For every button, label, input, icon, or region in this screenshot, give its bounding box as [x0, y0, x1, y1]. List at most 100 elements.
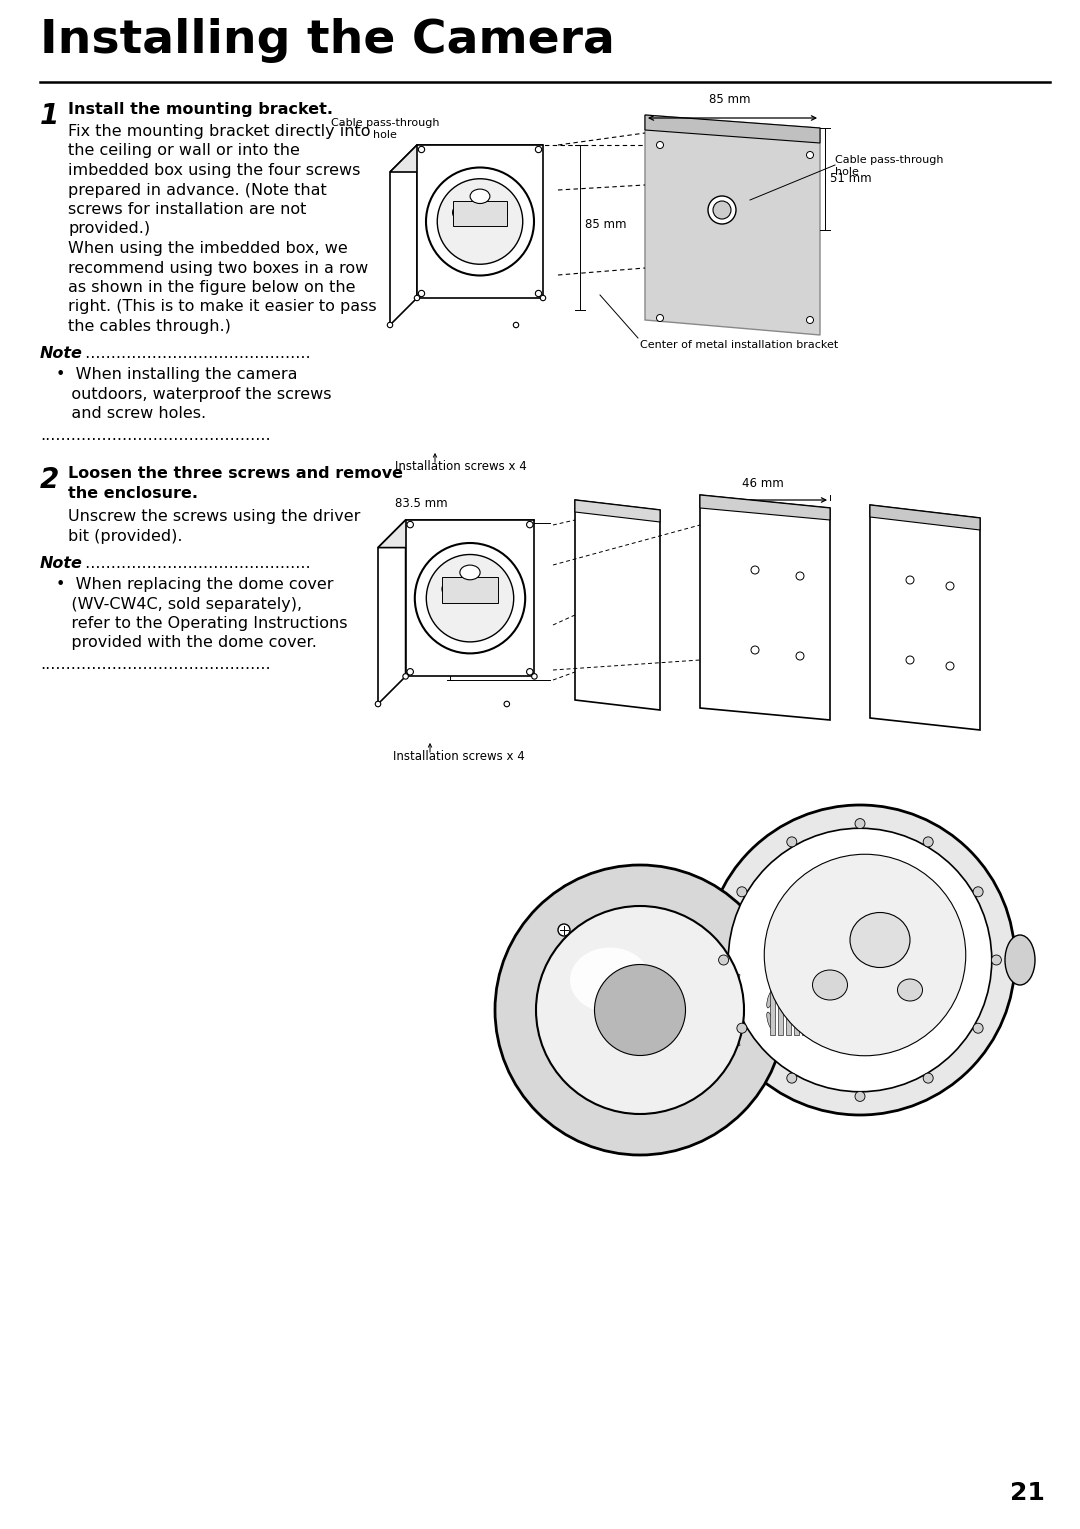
Ellipse shape: [855, 818, 865, 829]
Ellipse shape: [536, 147, 542, 153]
Ellipse shape: [504, 702, 510, 706]
Text: Fix the mounting bracket directly into: Fix the mounting bracket directly into: [68, 124, 370, 139]
Text: 85 mm: 85 mm: [710, 93, 751, 106]
Ellipse shape: [661, 1046, 679, 1052]
Ellipse shape: [973, 887, 983, 898]
Ellipse shape: [375, 702, 381, 706]
Text: Installing the Camera: Installing the Camera: [40, 18, 615, 63]
Ellipse shape: [427, 555, 514, 642]
Ellipse shape: [708, 196, 735, 225]
Text: provided.): provided.): [68, 222, 150, 237]
Polygon shape: [378, 520, 535, 547]
Ellipse shape: [737, 1023, 747, 1034]
Ellipse shape: [418, 147, 424, 153]
Text: right. (This is to make it easier to pass: right. (This is to make it easier to pas…: [68, 300, 377, 315]
Text: provided with the dome cover.: provided with the dome cover.: [56, 636, 316, 650]
Ellipse shape: [728, 829, 991, 1092]
Text: bit (provided).: bit (provided).: [68, 529, 183, 543]
Polygon shape: [700, 495, 831, 720]
Polygon shape: [870, 505, 980, 531]
Ellipse shape: [558, 924, 570, 936]
Bar: [818, 950, 823, 1035]
Polygon shape: [645, 115, 820, 144]
Bar: [826, 950, 831, 1035]
Ellipse shape: [657, 142, 663, 148]
Ellipse shape: [475, 579, 498, 598]
Ellipse shape: [807, 317, 813, 324]
Text: recommend using two boxes in a row: recommend using two boxes in a row: [68, 260, 368, 275]
Ellipse shape: [796, 572, 804, 579]
Ellipse shape: [527, 668, 534, 674]
Ellipse shape: [536, 291, 542, 297]
Text: outdoors, waterproof the screws: outdoors, waterproof the screws: [56, 387, 332, 402]
Bar: [834, 950, 839, 1035]
Bar: [810, 950, 815, 1035]
Ellipse shape: [855, 1092, 865, 1101]
Polygon shape: [645, 115, 820, 335]
Text: 21: 21: [1010, 1482, 1045, 1505]
Polygon shape: [870, 505, 980, 729]
Text: prepared in advance. (Note that: prepared in advance. (Note that: [68, 182, 327, 197]
Text: 85 mm: 85 mm: [585, 219, 626, 231]
Ellipse shape: [426, 168, 534, 275]
Text: (WV-CW4C, sold separately),: (WV-CW4C, sold separately),: [56, 596, 302, 612]
Ellipse shape: [796, 651, 804, 661]
Ellipse shape: [388, 323, 393, 327]
Ellipse shape: [991, 956, 1001, 965]
Polygon shape: [575, 500, 660, 521]
Text: Install the mounting bracket.: Install the mounting bracket.: [68, 102, 333, 118]
Ellipse shape: [590, 968, 607, 976]
Ellipse shape: [767, 991, 773, 1008]
Ellipse shape: [661, 968, 679, 974]
Text: .............................................: ........................................…: [40, 657, 271, 673]
Ellipse shape: [906, 656, 914, 664]
Text: 51 mm: 51 mm: [831, 171, 872, 185]
Ellipse shape: [407, 668, 414, 674]
Ellipse shape: [923, 1073, 933, 1083]
Bar: [778, 950, 783, 1035]
Text: Installation screws x 4: Installation screws x 4: [395, 460, 527, 472]
Ellipse shape: [973, 1023, 983, 1034]
Ellipse shape: [718, 956, 729, 965]
Text: and screw holes.: and screw holes.: [56, 407, 206, 422]
Text: 1: 1: [40, 102, 59, 130]
Ellipse shape: [751, 645, 759, 654]
Ellipse shape: [705, 940, 775, 1031]
Text: When using the imbedded box, we: When using the imbedded box, we: [68, 242, 348, 255]
Ellipse shape: [407, 521, 414, 528]
Ellipse shape: [727, 974, 740, 988]
Ellipse shape: [812, 969, 848, 1000]
Ellipse shape: [531, 674, 537, 679]
Text: Cable pass-through
hole: Cable pass-through hole: [835, 154, 944, 177]
Ellipse shape: [415, 295, 420, 301]
Ellipse shape: [442, 579, 465, 598]
Ellipse shape: [403, 674, 408, 679]
Text: Loosen the three screws and remove: Loosen the three screws and remove: [68, 466, 403, 482]
Ellipse shape: [720, 953, 770, 1023]
Ellipse shape: [897, 979, 922, 1001]
Ellipse shape: [415, 543, 525, 653]
Text: ............................................: ........................................…: [80, 347, 311, 361]
Ellipse shape: [923, 836, 933, 847]
Ellipse shape: [713, 200, 731, 219]
Bar: [842, 950, 847, 1035]
Ellipse shape: [765, 855, 966, 1055]
Ellipse shape: [527, 521, 534, 528]
Text: 2: 2: [40, 466, 59, 494]
Text: Cable pass-through
hole: Cable pass-through hole: [330, 118, 440, 145]
Ellipse shape: [536, 907, 744, 1115]
Ellipse shape: [513, 323, 518, 327]
Ellipse shape: [590, 1044, 607, 1052]
Text: the cables through.): the cables through.): [68, 320, 231, 333]
Ellipse shape: [485, 203, 508, 222]
Ellipse shape: [767, 1012, 773, 1029]
Ellipse shape: [495, 865, 785, 1154]
Ellipse shape: [705, 804, 1015, 1115]
Text: the ceiling or wall or into the: the ceiling or wall or into the: [68, 144, 300, 159]
Text: Unscrew the screws using the driver: Unscrew the screws using the driver: [68, 509, 361, 524]
Ellipse shape: [787, 836, 797, 847]
Text: the enclosure.: the enclosure.: [68, 486, 198, 500]
Text: ............................................: ........................................…: [80, 557, 311, 570]
Bar: [443, 576, 498, 602]
Text: 83.5 mm: 83.5 mm: [395, 497, 448, 511]
